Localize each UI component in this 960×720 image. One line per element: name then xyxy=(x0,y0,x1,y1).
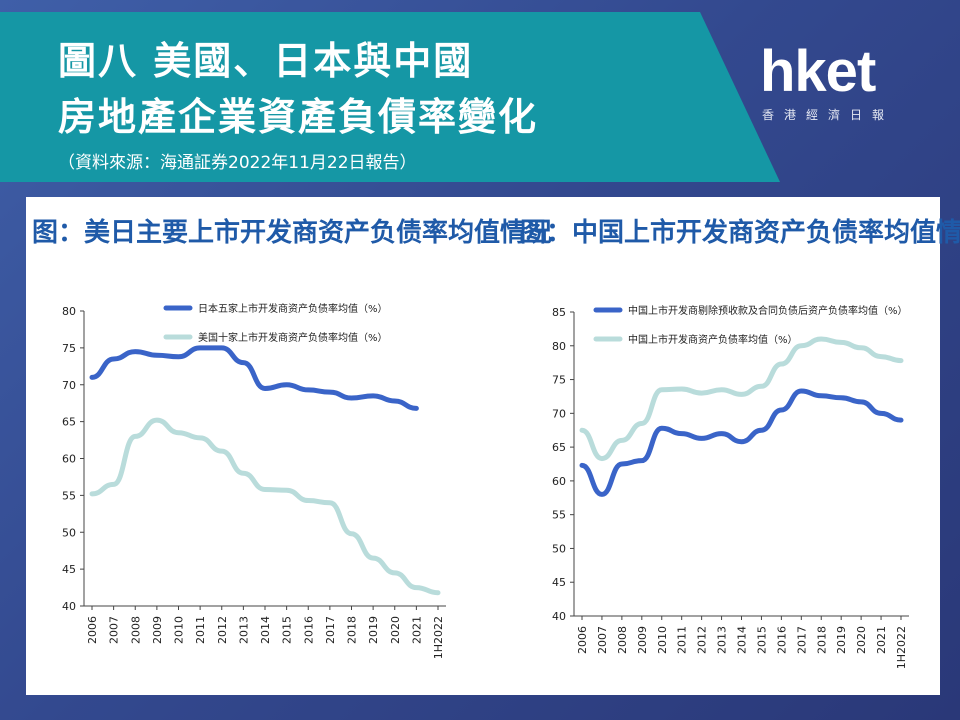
y-tick-label-1: 85 xyxy=(552,306,566,319)
y-tick-label-0: 40 xyxy=(62,600,76,613)
y-tick-label-1: 45 xyxy=(552,576,566,589)
series-line-0-light xyxy=(89,417,441,596)
y-tick-label-0: 65 xyxy=(62,416,76,429)
x-tick-label-1: 1H2022 xyxy=(895,626,908,669)
source-note: （資料來源：海通証券2022年11月22日報告） xyxy=(58,153,417,173)
x-tick-label-1: 2017 xyxy=(795,626,808,654)
x-tick-label-0: 2011 xyxy=(194,616,207,644)
logo-tagline: 香港經濟日報 xyxy=(762,108,895,122)
x-tick-label-0: 2009 xyxy=(151,616,164,644)
page-title-line2: 房地產企業資產負債率變化 xyxy=(58,95,539,139)
x-tick-label-1: 2009 xyxy=(636,626,649,654)
series-line-1-light xyxy=(579,336,904,462)
header-banner xyxy=(0,12,780,182)
y-tick-label-1: 50 xyxy=(552,542,566,555)
series-line-0-dark xyxy=(89,345,419,411)
x-tick-label-1: 2018 xyxy=(815,626,828,654)
x-tick-label-0: 2007 xyxy=(108,616,121,644)
legend-label-1-0: 中国上市开发商剔除预收款及合同负债后资产负债率均值（%） xyxy=(628,304,908,317)
page-title-line1: 圖八 美國、日本與中國 xyxy=(58,39,474,83)
y-tick-label-1: 80 xyxy=(552,340,566,353)
chart-title-china: 图：中国上市开发商资产负债率均值情况 xyxy=(520,218,960,248)
legend-label-0-1: 美国十家上市开发商资产负债率均值（%） xyxy=(198,331,388,344)
logo-wordmark: hket xyxy=(760,39,876,104)
y-tick-label-0: 75 xyxy=(62,342,76,355)
x-tick-label-1: 2013 xyxy=(716,626,729,654)
y-tick-label-1: 70 xyxy=(552,407,566,420)
legend-label-1-1: 中国上市开发商资产负债率均值（%） xyxy=(628,333,798,346)
x-tick-label-0: 2013 xyxy=(237,616,250,644)
x-tick-label-0: 2018 xyxy=(346,616,359,644)
x-tick-label-0: 2021 xyxy=(410,616,423,644)
y-tick-label-0: 70 xyxy=(62,379,76,392)
x-tick-label-1: 2006 xyxy=(576,626,589,654)
x-tick-label-0: 2019 xyxy=(367,616,380,644)
x-tick-label-0: 2020 xyxy=(389,616,402,644)
x-tick-label-1: 2014 xyxy=(736,626,749,654)
x-tick-label-1: 2007 xyxy=(596,626,609,654)
x-tick-label-1: 2012 xyxy=(696,626,709,654)
y-tick-label-1: 60 xyxy=(552,475,566,488)
x-tick-label-0: 2016 xyxy=(302,616,315,644)
legend-label-0-0: 日本五家上市开发商资产负债率均值（%） xyxy=(198,302,388,315)
x-tick-label-0: 2008 xyxy=(129,616,142,644)
x-tick-label-0: 2015 xyxy=(281,616,294,644)
series-line-1-dark xyxy=(579,388,904,497)
x-tick-label-0: 2012 xyxy=(216,616,229,644)
y-tick-label-0: 55 xyxy=(62,489,76,502)
y-tick-label-1: 40 xyxy=(552,610,566,623)
y-tick-label-1: 75 xyxy=(552,374,566,387)
x-tick-label-1: 2011 xyxy=(676,626,689,654)
chart-title-us-japan: 图：美日主要上市开发商资产负债率均值情况 xyxy=(32,218,553,248)
x-tick-label-1: 2016 xyxy=(775,626,788,654)
y-tick-label-0: 45 xyxy=(62,563,76,576)
x-tick-label-0: 1H2022 xyxy=(432,616,445,659)
y-tick-label-0: 60 xyxy=(62,453,76,466)
y-tick-label-1: 55 xyxy=(552,509,566,522)
hket-logo: hket 香港經濟日報 xyxy=(760,40,920,130)
x-tick-label-1: 2010 xyxy=(656,626,669,654)
y-tick-label-0: 50 xyxy=(62,526,76,539)
x-tick-label-1: 2008 xyxy=(616,626,629,654)
x-tick-label-0: 2006 xyxy=(86,616,99,644)
x-tick-label-1: 2021 xyxy=(875,626,888,654)
charts-svg: 40 45 50 55 60 65 70 75 80 2006 2007 2008 2009 2010 20… xyxy=(62,302,909,669)
x-tick-label-0: 2014 xyxy=(259,616,272,644)
x-tick-label-1: 2020 xyxy=(855,626,868,654)
charts-panel: 图：美日主要上市开发商资产负债率均值情况 图：中国上市开发商资产负债率均值情况 … xyxy=(26,197,960,695)
x-tick-label-0: 2017 xyxy=(324,616,337,644)
y-tick-label-0: 80 xyxy=(62,305,76,318)
y-tick-label-1: 65 xyxy=(552,441,566,454)
x-tick-label-0: 2010 xyxy=(173,616,186,644)
x-tick-label-1: 2019 xyxy=(835,626,848,654)
x-tick-label-1: 2015 xyxy=(755,626,768,654)
